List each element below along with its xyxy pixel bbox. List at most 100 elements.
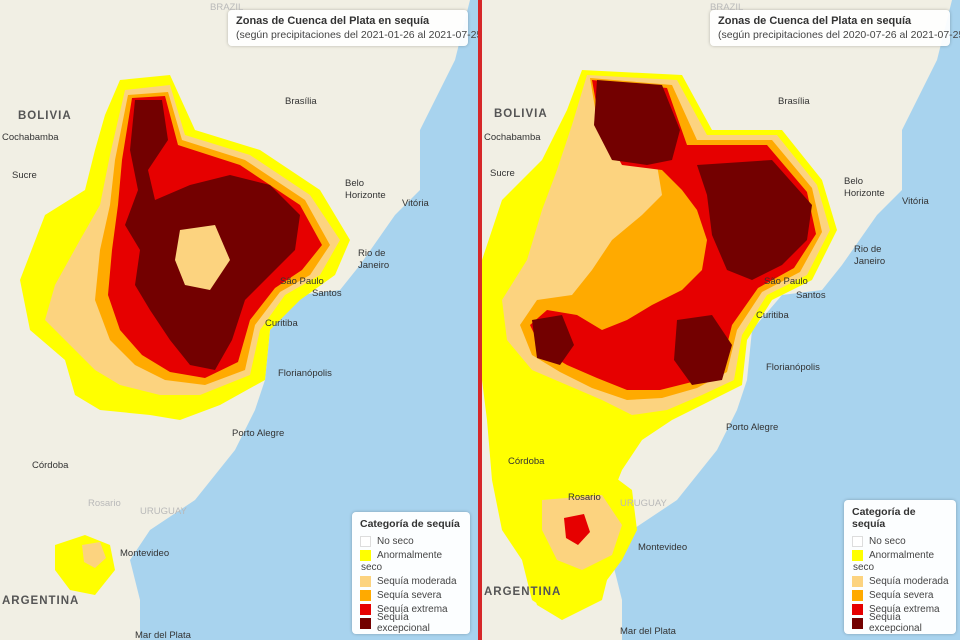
legend-label: Sequía extrema xyxy=(377,603,448,615)
drought-exceptional xyxy=(594,80,680,165)
label-sao-paulo: São Paulo xyxy=(280,276,324,287)
label-montevideo: Montevideo xyxy=(638,542,688,553)
label-cordoba: Córdoba xyxy=(508,456,545,467)
legend-swatch xyxy=(360,617,371,629)
legend-label: Anormalmente xyxy=(377,549,443,561)
label-bolivia: BOLIVIA xyxy=(494,108,548,120)
drought-extreme-south xyxy=(564,514,590,545)
label-bolivia: BOLIVIA xyxy=(18,110,72,122)
map-subtitle: (según precipitaciones del 2020-07-26 al… xyxy=(718,29,960,41)
label-cochabamba: Cochabamba xyxy=(484,132,541,143)
legend-item-severa: Sequía severa xyxy=(360,588,464,602)
label-rosario: Rosario xyxy=(88,498,121,509)
legend-swatch xyxy=(852,589,863,601)
label-rio-2: Janeiro xyxy=(358,260,390,271)
legend: Categoría de sequía No seco Anormalmente… xyxy=(844,500,956,634)
label-mar-del-plata: Mar del Plata xyxy=(135,630,191,640)
legend-label: Sequía excepcional xyxy=(377,612,430,634)
label-rosario: Rosario xyxy=(568,492,601,503)
legend-swatch xyxy=(360,535,371,547)
label-belo-horizonte-2: Horizonte xyxy=(345,190,386,201)
legend-title: Categoría de sequía xyxy=(360,518,460,530)
label-porto-alegre: Porto Alegre xyxy=(232,428,285,439)
panel-divider xyxy=(478,0,482,640)
drought-extreme xyxy=(530,80,816,390)
legend-swatch xyxy=(852,603,863,615)
label-sucre: Sucre xyxy=(490,168,515,179)
legend-swatch xyxy=(852,617,863,629)
legend-label: Anormalmente xyxy=(869,549,935,561)
label-uruguay: URUGUAY xyxy=(140,506,187,517)
legend-label: Sequía moderada xyxy=(377,575,457,587)
legend-label: Sequía severa xyxy=(869,589,934,601)
legend-item-no-seco: No seco xyxy=(360,534,464,548)
legend-label: Sequía moderada xyxy=(869,575,949,587)
map-title: Zonas de Cuenca del Plata en sequía xyxy=(236,15,430,27)
legend-item-excepcional: Sequía excepcional xyxy=(852,612,950,634)
label-belo-horizonte-2: Horizonte xyxy=(844,188,885,199)
label-curitiba: Curitiba xyxy=(265,318,298,329)
label-belo-horizonte-1: Belo xyxy=(345,178,365,189)
legend-swatch xyxy=(852,575,863,587)
legend-label: Sequía extrema xyxy=(869,603,940,615)
legend-label: No seco xyxy=(377,535,414,547)
legend-label: Sequía severa xyxy=(377,589,442,601)
drought-exceptional xyxy=(697,160,812,280)
label-brazil: BRAZIL xyxy=(210,2,244,13)
legend-item-anormalmente: Anormalmente xyxy=(360,548,464,562)
legend-item-moderada: Sequía moderada xyxy=(360,574,464,588)
legend-swatch xyxy=(360,589,371,601)
drought-exceptional xyxy=(532,315,574,365)
map-canvas-left[interactable] xyxy=(0,0,478,640)
map-panel-right[interactable]: Zonas de Cuenca del Plata en sequía (seg… xyxy=(482,0,960,640)
legend-item-anormalmente: Anormalmente xyxy=(852,548,950,562)
label-sucre: Sucre xyxy=(12,170,37,181)
legend-item-extrema: Sequía extrema xyxy=(852,602,950,616)
label-santos: Santos xyxy=(312,288,342,299)
legend-item-excepcional: Sequía excepcional xyxy=(360,612,464,634)
legend-item-severa: Sequía severa xyxy=(852,588,950,602)
legend-label: Sequía excepcional xyxy=(869,612,922,634)
label-rio-1: Rio de xyxy=(854,244,882,255)
legend-label-continuation: seco xyxy=(853,562,875,573)
map-panel-left[interactable]: Zonas de Cuenca del Plata en sequía (seg… xyxy=(0,0,478,640)
legend-swatch xyxy=(852,549,863,561)
label-vitoria: Vitória xyxy=(402,198,429,209)
legend-label-continuation: seco xyxy=(361,562,383,573)
label-sao-paulo: São Paulo xyxy=(764,276,808,287)
map-canvas-right[interactable] xyxy=(482,0,960,640)
label-brasilia: Brasília xyxy=(778,96,810,107)
label-belo-horizonte-1: Belo xyxy=(844,176,864,187)
legend-swatch xyxy=(360,603,371,615)
legend-item-no-seco: No seco xyxy=(852,534,950,548)
map-title-box: Zonas de Cuenca del Plata en sequía (seg… xyxy=(710,10,960,46)
label-cochabamba: Cochabamba xyxy=(2,132,59,143)
legend-item-extrema: Sequía extrema xyxy=(360,602,464,616)
drought-exceptional xyxy=(674,315,732,385)
label-brasilia: Brasília xyxy=(285,96,317,107)
label-brazil: BRAZIL xyxy=(710,2,744,13)
label-rio-1: Rio de xyxy=(358,248,386,259)
label-florianopolis: Florianópolis xyxy=(278,368,332,379)
label-santos: Santos xyxy=(796,290,826,301)
drought-moderate-south xyxy=(82,542,106,568)
label-curitiba: Curitiba xyxy=(756,310,789,321)
label-rio-2: Janeiro xyxy=(854,256,886,267)
label-argentina: ARGENTINA xyxy=(484,586,562,598)
legend-title: Categoría de sequía xyxy=(852,506,916,530)
legend-label: No seco xyxy=(869,535,906,547)
drought-moderate-patch xyxy=(175,225,230,290)
legend: Categoría de sequía No seco Anormalmente… xyxy=(352,512,470,634)
legend-item-moderada: Sequía moderada xyxy=(852,574,950,588)
map-title: Zonas de Cuenca del Plata en sequía xyxy=(718,15,912,27)
label-vitoria: Vitória xyxy=(902,196,929,207)
label-mar-del-plata: Mar del Plata xyxy=(620,626,676,637)
legend-swatch xyxy=(852,535,863,547)
map-subtitle: (según precipitaciones del 2021-01-26 al… xyxy=(236,29,478,41)
map-title-box: Zonas de Cuenca del Plata en sequía (seg… xyxy=(228,10,478,46)
label-cordoba: Córdoba xyxy=(32,460,69,471)
label-florianopolis: Florianópolis xyxy=(766,362,820,373)
legend-swatch xyxy=(360,575,371,587)
label-uruguay: URUGUAY xyxy=(620,498,667,509)
label-argentina: ARGENTINA xyxy=(2,595,80,607)
